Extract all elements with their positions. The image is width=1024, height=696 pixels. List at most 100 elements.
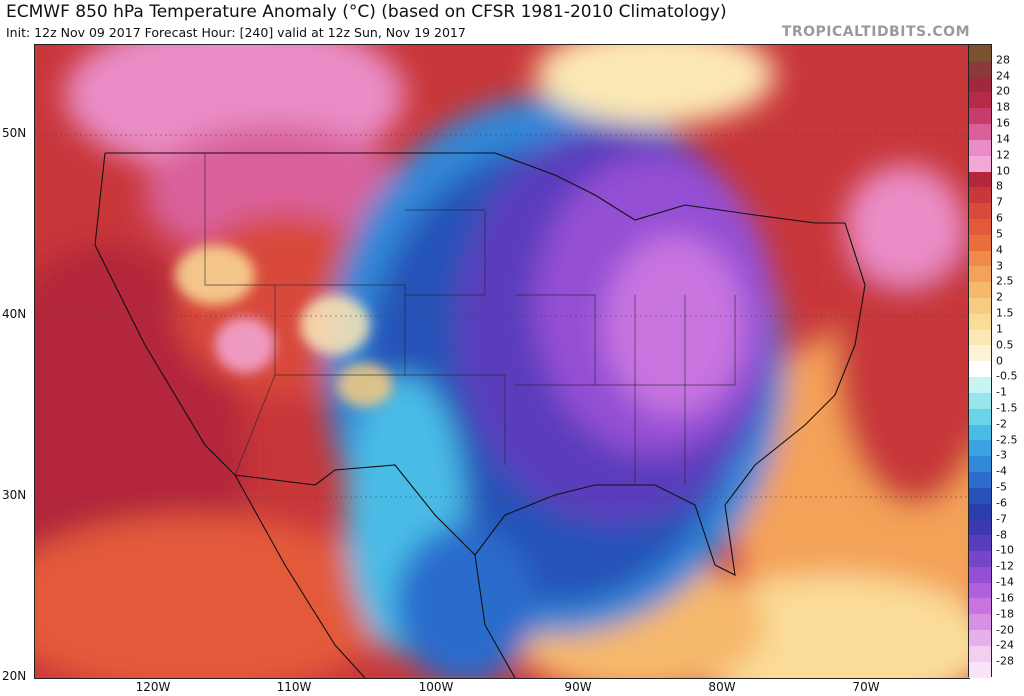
colorbar-swatch (969, 535, 991, 551)
rockies-hotspot-3 (215, 317, 275, 373)
colorbar-label: 1 (996, 322, 1003, 336)
lon-label-70w: 70W (852, 680, 880, 694)
colorbar-label: -0.5 (996, 369, 1018, 383)
colorbar-swatch (969, 345, 991, 362)
colorbar-label: -5 (996, 480, 1007, 494)
colorbar-labels: 28 24 20 18 16 14 12 10 8 7 6 5 4 3 2.5 2 1.5 1 0.5 0 -0.5 -1… (996, 44, 1024, 677)
lat-label-30n: 30N (2, 488, 27, 502)
colorbar-swatch (969, 566, 991, 583)
colorbar-label: 6 (996, 211, 1003, 225)
state-line-4 (405, 374, 506, 465)
colorbar-swatch (969, 440, 991, 457)
colorbar-swatch (969, 282, 991, 298)
maritimes-pink (845, 165, 965, 285)
colorbar-label: 0.5 (996, 338, 1014, 352)
colorbar-swatch (969, 187, 991, 204)
colorbar-label: -8 (996, 528, 1007, 542)
lon-label-90w: 90W (564, 680, 592, 694)
colorbar-label: -16 (996, 591, 1014, 605)
colorbar-swatch (969, 630, 991, 646)
colorbar-label: -18 (996, 607, 1014, 621)
mexico-blue (395, 525, 535, 678)
colorbar-swatch (969, 471, 991, 488)
colorbar-label: 20 (996, 84, 1010, 98)
colorbar-swatch (969, 45, 991, 61)
colorbar-swatch (969, 408, 991, 425)
colorbar-label: 0 (996, 354, 1003, 367)
lat-label-20n: 20N (2, 669, 27, 683)
colorbar-swatch (969, 645, 991, 662)
colorbar-label: -12 (996, 559, 1014, 573)
colorbar-swatch (969, 266, 991, 283)
colorbar-swatch (969, 155, 991, 172)
colorbar-label: -24 (996, 638, 1014, 652)
colorbar (968, 44, 992, 678)
colorbar-label: -3 (996, 448, 1007, 462)
colorbar-label: 10 (996, 164, 1010, 178)
rockies-hotspot-4 (337, 363, 393, 407)
colorbar-swatch (969, 250, 991, 267)
colorbar-label: 8 (996, 179, 1003, 193)
colorbar-label: 2.5 (996, 274, 1014, 288)
lat-label-40n: 40N (2, 307, 27, 321)
rockies-hotspot-1 (175, 245, 255, 305)
colorbar-label: 16 (996, 116, 1010, 130)
colorbar-label: -10 (996, 543, 1014, 557)
colorbar-swatch (969, 124, 991, 140)
colorbar-swatch (969, 598, 991, 615)
us-canada-border (105, 152, 845, 224)
colorbar-swatch (969, 661, 991, 678)
mexico-west-coast (234, 474, 366, 678)
colorbar-swatch (969, 487, 991, 504)
boundary-lines (94, 152, 866, 678)
pacific-south-warm (35, 515, 395, 678)
colorbar-label: 18 (996, 100, 1010, 114)
state-line-5 (515, 294, 596, 386)
colorbar-label: 7 (996, 195, 1003, 209)
colorbar-label: -2.5 (996, 433, 1018, 447)
rockies-hotspot-2 (300, 295, 370, 355)
colorbar-swatch (969, 456, 991, 472)
us-outline (94, 152, 866, 576)
colorbar-swatch (969, 392, 991, 409)
lon-label-80w: 80W (708, 680, 736, 694)
lon-label-120w: 120W (135, 680, 171, 694)
colorbar-label: -4 (996, 464, 1007, 478)
colorbar-label: 3 (996, 259, 1003, 273)
lon-label-100w: 100W (418, 680, 454, 694)
colorbar-swatch (969, 171, 991, 188)
colorbar-label: -14 (996, 575, 1014, 589)
colorbar-swatch (969, 234, 991, 251)
colorbar-swatch (969, 60, 991, 77)
colorbar-swatch (969, 218, 991, 235)
colorbar-label: 14 (996, 132, 1010, 146)
state-lines (204, 153, 736, 485)
colorbar-swatch (969, 503, 991, 520)
colorbar-swatch (969, 313, 991, 330)
colorbar-swatch (969, 108, 991, 125)
mexico-east-coast (474, 554, 516, 678)
colorbar-label: -6 (996, 496, 1007, 510)
cold-core-magenta (605, 235, 745, 415)
colorbar-label: 4 (996, 243, 1003, 257)
colorbar-label: 12 (996, 148, 1010, 162)
lon-label-110w: 110W (276, 680, 312, 694)
colorbar-label: -1.5 (996, 401, 1018, 415)
colorbar-label: -20 (996, 623, 1014, 637)
colorbar-swatch (969, 361, 991, 378)
colorbar-label: 2 (996, 290, 1003, 304)
anomaly-map (34, 44, 970, 679)
colorbar-swatch (969, 139, 991, 156)
colorbar-swatch (969, 298, 991, 314)
colorbar-label: 24 (996, 69, 1010, 83)
anomaly-map-svg (35, 45, 969, 678)
colorbar-swatch (969, 329, 991, 346)
colorbar-swatch (969, 377, 991, 393)
colorbar-swatch (969, 582, 991, 599)
colorbar-label: -1 (996, 385, 1007, 399)
colorbar-swatch (969, 424, 991, 441)
colorbar-swatch (969, 76, 991, 93)
colorbar-label: -2 (996, 417, 1007, 431)
state-line-2 (275, 284, 406, 376)
graticule (35, 134, 969, 498)
